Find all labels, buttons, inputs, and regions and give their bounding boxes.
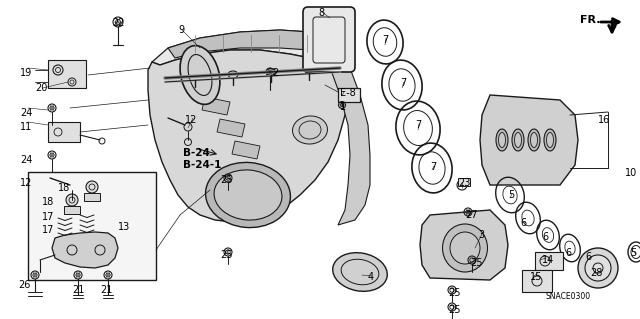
Ellipse shape [547, 132, 554, 147]
Text: 7: 7 [430, 162, 436, 172]
Text: 21: 21 [100, 285, 113, 295]
Ellipse shape [333, 253, 387, 291]
Text: 12: 12 [20, 178, 33, 188]
Ellipse shape [544, 129, 556, 151]
Text: 27: 27 [465, 210, 477, 220]
Text: 25: 25 [220, 175, 232, 185]
Text: 24: 24 [20, 108, 33, 118]
Text: 14: 14 [542, 255, 554, 265]
Ellipse shape [496, 129, 508, 151]
Bar [84, 193, 100, 201]
Text: 12: 12 [185, 115, 197, 125]
Text: 24: 24 [20, 155, 33, 165]
Text: 20: 20 [35, 83, 47, 93]
Ellipse shape [442, 224, 488, 272]
Text: FR.: FR. [580, 15, 600, 25]
Circle shape [86, 181, 98, 193]
Text: SNACE0300: SNACE0300 [546, 292, 591, 301]
Text: 18: 18 [42, 197, 54, 207]
Bar [458, 178, 470, 186]
Text: 21: 21 [72, 285, 84, 295]
Text: 19: 19 [20, 68, 32, 78]
Ellipse shape [531, 132, 538, 147]
Ellipse shape [180, 46, 220, 104]
Polygon shape [52, 232, 118, 268]
Ellipse shape [450, 232, 480, 264]
Ellipse shape [214, 170, 282, 220]
Text: 7: 7 [415, 120, 421, 130]
Bar [535, 252, 563, 270]
Text: 23: 23 [458, 178, 470, 188]
Polygon shape [148, 50, 348, 222]
Text: 9: 9 [178, 25, 184, 35]
Polygon shape [217, 119, 245, 137]
Bar [28, 172, 156, 280]
Text: 17: 17 [42, 212, 54, 222]
Ellipse shape [515, 132, 522, 147]
Bar [338, 88, 360, 102]
Text: 25: 25 [448, 288, 461, 298]
Text: 6: 6 [520, 218, 526, 228]
Text: 13: 13 [118, 222, 131, 232]
Text: 28: 28 [590, 268, 602, 278]
Text: 3: 3 [478, 230, 484, 240]
Bar [48, 60, 86, 88]
Text: 25: 25 [470, 258, 483, 268]
Text: 10: 10 [625, 168, 637, 178]
Text: B-24-1: B-24-1 [183, 160, 221, 170]
Text: 7: 7 [400, 78, 406, 88]
Text: 6: 6 [585, 252, 591, 262]
Polygon shape [480, 95, 578, 185]
Text: 22: 22 [112, 18, 125, 28]
Text: 25: 25 [220, 250, 232, 260]
Text: 7: 7 [382, 35, 388, 45]
Ellipse shape [499, 132, 506, 147]
Text: 5: 5 [630, 248, 636, 258]
Ellipse shape [528, 129, 540, 151]
Text: 25: 25 [448, 305, 461, 315]
Text: 18: 18 [58, 183, 70, 193]
Text: 6: 6 [565, 248, 571, 258]
Text: 1: 1 [340, 102, 346, 112]
Text: 17: 17 [42, 225, 54, 235]
Circle shape [585, 255, 611, 281]
Text: 11: 11 [20, 122, 32, 132]
Polygon shape [420, 210, 508, 280]
Polygon shape [152, 30, 340, 65]
Polygon shape [232, 141, 260, 159]
Ellipse shape [292, 116, 328, 144]
Text: 4: 4 [368, 272, 374, 282]
Text: 15: 15 [530, 272, 542, 282]
Text: B-24: B-24 [183, 148, 210, 158]
Ellipse shape [512, 129, 524, 151]
Text: 16: 16 [598, 115, 611, 125]
Text: E-8: E-8 [340, 88, 356, 98]
Ellipse shape [205, 162, 291, 227]
Circle shape [66, 194, 78, 206]
Text: 8: 8 [318, 8, 324, 18]
Bar [64, 206, 80, 214]
Circle shape [578, 248, 618, 288]
Text: 2: 2 [272, 68, 278, 78]
Text: 5: 5 [508, 190, 515, 200]
Text: 6: 6 [542, 232, 548, 242]
Bar [522, 270, 552, 292]
Polygon shape [168, 30, 340, 58]
Polygon shape [187, 75, 215, 93]
FancyBboxPatch shape [303, 7, 355, 72]
Polygon shape [202, 97, 230, 115]
Text: 26: 26 [18, 280, 30, 290]
Bar [48, 122, 80, 142]
Polygon shape [328, 58, 370, 225]
